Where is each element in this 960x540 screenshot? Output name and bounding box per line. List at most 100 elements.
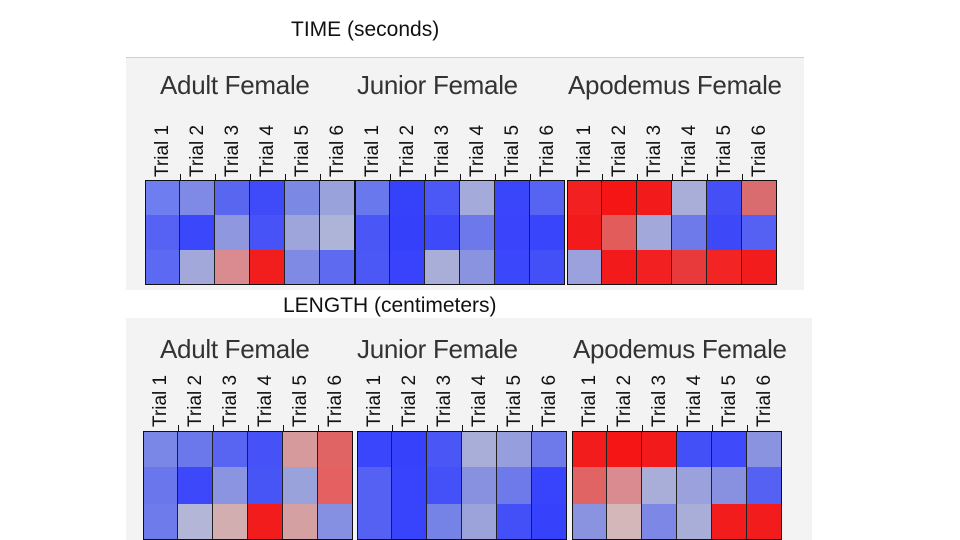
heatmap-cell [215,250,250,285]
trial-label: Trial 3 [643,124,665,177]
column-tick [213,425,214,432]
heatmap-cell [283,467,318,504]
heatmap-cell [285,180,320,215]
trial-label: Trial 4 [678,124,700,177]
heatmap-cell [747,503,782,540]
trial-label: Trial 5 [718,374,740,427]
column-tick [248,425,249,432]
heatmap-cell [392,503,427,540]
trial-label: Trial 4 [466,124,488,177]
trial-label: Trial 1 [361,124,383,177]
heatmap-cell [180,250,215,285]
heatmap-cell [427,467,462,504]
heatmap-cell [567,215,602,250]
heatmap-cell [427,431,462,468]
heatmap-cell [637,180,672,215]
heatmap-cell [283,431,318,468]
heatmap-cell [285,215,320,250]
heatmap-cell [460,250,495,285]
heatmap-cell [672,215,707,250]
trial-label: Trial 5 [291,124,313,177]
heatmap-cell [712,467,747,504]
heatmap-cell [213,467,248,504]
heatmap-cell [143,431,178,468]
heatmap-cell [572,431,607,468]
heatmap-cell [462,431,497,468]
heatmap-cell [355,215,390,250]
heatmap-cell [248,503,283,540]
group-title: Apodemus Female [568,70,782,100]
trial-label: Trial 1 [151,124,173,177]
column-tick [283,425,284,432]
group-title: Adult Female [160,70,310,100]
trial-label: Trial 2 [184,374,206,427]
heatmap-cell [318,431,353,468]
heatmap-cell [567,250,602,285]
heatmap-cell [642,503,677,540]
heatmap-cell [602,180,637,215]
heatmap-cell [357,467,392,504]
heatmap-cell [642,431,677,468]
column-tick [180,174,181,181]
heatmap-cell [712,503,747,540]
trial-label: Trial 1 [363,374,385,427]
column-tick [602,174,603,181]
column-tick [390,174,391,181]
heatmap-cell [707,215,742,250]
heatmap-cell [672,250,707,285]
heatmap-cell [357,431,392,468]
trial-label: Trial 5 [501,124,523,177]
heatmap-cell [390,215,425,250]
heatmap-cell [250,180,285,215]
trial-label: Trial 3 [221,124,243,177]
trial-label: Trial 6 [538,374,560,427]
heatmap-block [143,431,353,540]
column-tick [637,174,638,181]
heatmap-cell [530,215,565,250]
column-tick [425,174,426,181]
heatmap-cell [742,180,777,215]
trial-label: Trial 2 [396,124,418,177]
heatmap-cell [602,250,637,285]
heatmap-cell [320,215,355,250]
heatmap-cell [572,503,607,540]
column-tick [712,425,713,432]
column-tick [250,174,251,181]
heatmap-cell [355,180,390,215]
heatmap-cell [250,250,285,285]
heatmap-cell [318,503,353,540]
trial-label: Trial 1 [149,374,171,427]
heatmap-block [355,180,565,285]
trial-label: Trial 2 [608,124,630,177]
heatmap-cell [462,503,497,540]
heatmap-cell [497,503,532,540]
column-tick [497,425,498,432]
heatmap-cell [642,467,677,504]
heatmap-cell [747,431,782,468]
column-tick [178,425,179,432]
heatmap-cell [495,215,530,250]
heatmap-block [145,180,355,285]
heatmap-cell [213,503,248,540]
heatmap-cell [392,431,427,468]
heatmap-cell [178,467,213,504]
heatmap-block [567,180,777,285]
trial-label: Trial 5 [289,374,311,427]
heatmap-block [357,431,567,540]
trial-label: Trial 6 [536,124,558,177]
trial-label: Trial 4 [468,374,490,427]
heatmap-cell [145,215,180,250]
heatmap-cell [497,467,532,504]
heatmap-cell [180,215,215,250]
heatmap-cell [532,503,567,540]
column-tick [318,425,319,432]
heatmap-cell [320,250,355,285]
trial-label: Trial 6 [753,374,775,427]
trial-label: Trial 3 [219,374,241,427]
heatmap-cell [178,503,213,540]
group-title: Apodemus Female [573,334,787,364]
panel-top-border [126,57,804,58]
trial-label: Trial 2 [613,374,635,427]
heatmap-cell [248,431,283,468]
column-tick [742,174,743,181]
